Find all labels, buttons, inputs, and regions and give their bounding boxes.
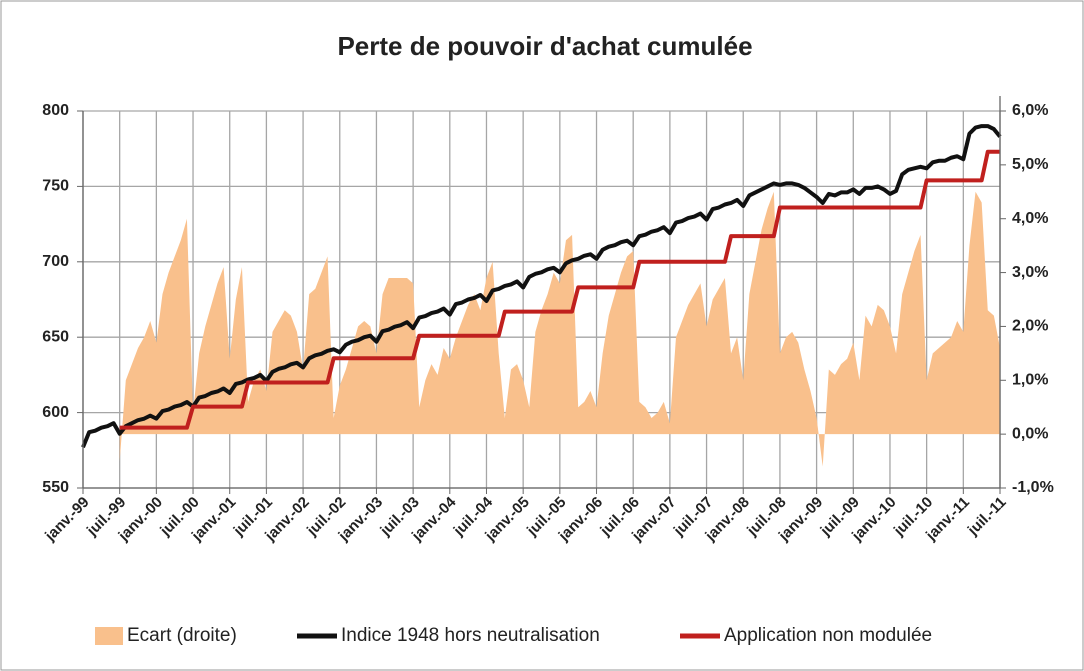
chart-title: Perte de pouvoir d'achat cumulée [337, 31, 752, 61]
y2-tick-label: 6,0% [1012, 102, 1048, 119]
legend-label: Indice 1948 hors neutralisation [341, 625, 600, 646]
y2-tick-label: 4,0% [1012, 210, 1048, 227]
y-tick-label: 800 [42, 102, 69, 119]
legend-swatch [95, 627, 123, 645]
area [119, 191, 1001, 467]
plot [119, 191, 1001, 467]
y2-tick-label: 0,0% [1012, 425, 1048, 442]
y2-tick-label: 3,0% [1012, 264, 1048, 281]
y2-tick-label: -1,0% [1012, 479, 1054, 496]
line [119, 149, 1000, 430]
legend-label: Ecart (droite) [127, 625, 237, 646]
y-tick-label: 750 [42, 178, 69, 195]
y-tick-label: 600 [42, 404, 69, 421]
y2-tick-label: 5,0% [1012, 156, 1048, 173]
y-tick-label: 700 [42, 253, 69, 270]
y-tick-label: 650 [42, 328, 69, 345]
y2-tick-label: 2,0% [1012, 318, 1048, 335]
legend-label: Application non modulée [724, 625, 932, 646]
y-tick-label: 550 [42, 479, 69, 496]
y2-tick-label: 1,0% [1012, 372, 1048, 389]
line [81, 124, 1002, 449]
